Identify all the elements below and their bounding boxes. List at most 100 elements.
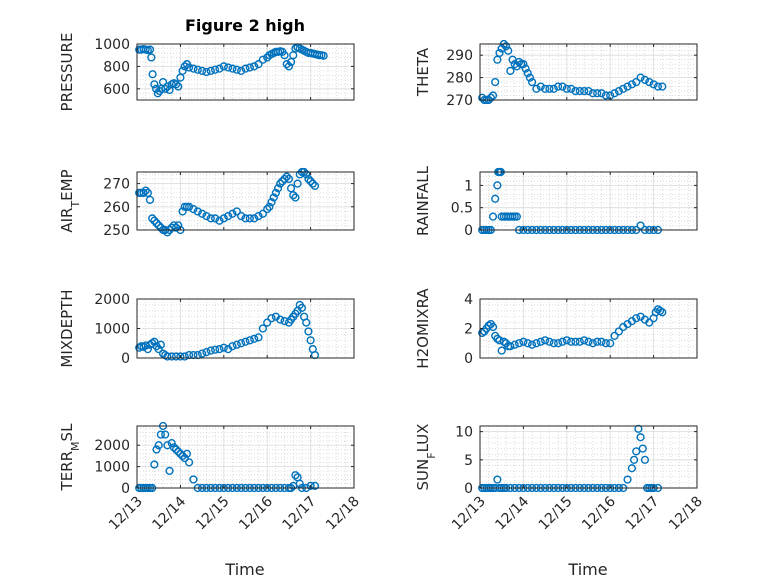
data-point — [180, 62, 189, 71]
data-point — [198, 349, 207, 358]
data-point — [198, 66, 207, 75]
data-point — [632, 77, 641, 87]
data-point — [601, 91, 610, 100]
data-point — [488, 91, 498, 100]
data-point — [493, 181, 502, 190]
data-point — [269, 193, 278, 202]
data-point — [640, 455, 650, 464]
data-point — [182, 449, 192, 458]
data-point — [184, 63, 194, 72]
plot-area — [480, 44, 697, 100]
y-tick-label: 600 — [103, 82, 130, 98]
data-point — [627, 464, 637, 473]
y-axis-label: SUNFLUX — [414, 424, 438, 491]
data-point — [640, 75, 650, 84]
data-point — [588, 339, 597, 348]
data-point — [263, 205, 272, 214]
data-point — [527, 340, 537, 349]
data-point — [519, 337, 528, 346]
data-point — [163, 352, 172, 361]
data-point — [504, 46, 513, 55]
y-axis-label: AIRTEMP — [58, 169, 82, 232]
data-point — [627, 80, 637, 89]
data-point — [265, 202, 274, 211]
y-tick-label: 270 — [446, 93, 473, 109]
subplot-air-temp: 250 260 270 AIRTEMP — [58, 167, 355, 239]
data-point — [506, 66, 515, 75]
axes-box — [136, 425, 355, 489]
data-point — [606, 339, 615, 348]
data-point — [174, 221, 183, 230]
y-tick-label: 10 — [455, 425, 473, 441]
data-point — [497, 346, 506, 355]
y-tick-label: 2 — [464, 322, 473, 338]
data-point — [580, 336, 589, 345]
x-axis-label-left: Time — [224, 560, 264, 579]
x-tick-label: 12/16 — [579, 493, 619, 533]
data-point — [171, 445, 181, 454]
data-point — [645, 318, 654, 327]
data-point — [143, 345, 152, 354]
data-point — [536, 82, 545, 91]
data-point — [254, 60, 263, 69]
data-point — [189, 64, 198, 73]
data-point — [486, 93, 495, 102]
data-point — [575, 86, 584, 96]
data-point — [282, 60, 291, 69]
data-point — [198, 209, 207, 218]
y-tick-label: 1 — [464, 178, 473, 194]
y-tick-label: 1000 — [94, 37, 130, 53]
data-point — [532, 84, 541, 93]
data-point — [176, 352, 185, 361]
y-axis-label: H2OMIXRA — [414, 288, 432, 369]
data-point — [593, 337, 602, 346]
plot-area — [480, 426, 697, 488]
data-point — [619, 84, 628, 93]
y-axis-label: RAINFALL — [414, 165, 432, 236]
data-point — [232, 207, 241, 216]
data-point — [610, 89, 619, 98]
data-point — [152, 445, 161, 454]
data-point — [562, 84, 571, 93]
data-point — [649, 80, 658, 89]
data-point — [174, 82, 183, 91]
data-point — [638, 444, 647, 453]
data-point — [232, 340, 241, 349]
x-tick-label: 12/14 — [149, 493, 189, 533]
data-point — [215, 345, 224, 354]
data-point — [250, 62, 259, 71]
data-point — [276, 179, 285, 188]
data-point — [629, 455, 639, 464]
data-point — [219, 343, 228, 352]
data-point — [302, 318, 311, 327]
data-point — [614, 86, 623, 96]
data-point — [280, 51, 289, 60]
data-point — [141, 186, 150, 195]
data-point — [174, 447, 183, 456]
data-point — [554, 82, 563, 91]
data-point — [258, 324, 267, 333]
data-point — [147, 53, 156, 62]
data-point — [593, 89, 602, 98]
data-point — [193, 65, 202, 74]
data-point — [241, 64, 250, 73]
subplot-rainfall: 0 0.5 1 RAINFALL — [414, 165, 698, 239]
data-point — [169, 443, 178, 452]
y-axis-label: MIXDEPTH — [58, 289, 76, 367]
x-tick-label: 12/18 — [323, 494, 363, 534]
data-point — [514, 57, 524, 67]
data-point — [224, 63, 233, 72]
y-tick-label: 280 — [446, 71, 473, 87]
data-point — [304, 327, 313, 336]
data-point — [319, 51, 328, 60]
data-point — [632, 314, 641, 323]
data-point — [267, 198, 276, 207]
y-tick-label: 1000 — [94, 322, 130, 338]
y-tick-label: 2000 — [94, 292, 130, 308]
data-point — [228, 342, 237, 351]
data-point — [658, 308, 667, 317]
data-point — [156, 340, 165, 349]
axes-box — [136, 171, 355, 231]
data-point — [228, 209, 237, 218]
